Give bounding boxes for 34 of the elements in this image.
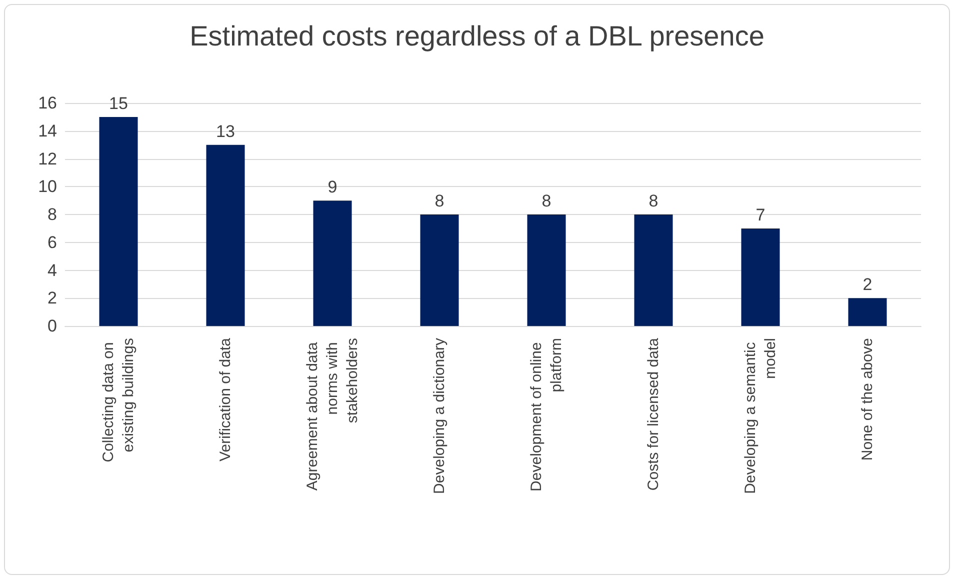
bar <box>99 116 138 326</box>
bar <box>848 298 887 326</box>
x-tick-label: Development of online platform <box>528 338 565 492</box>
x-tick-label: Collecting data on existing buildings <box>100 338 137 462</box>
data-label: 13 <box>216 122 235 141</box>
y-tick-label: 16 <box>38 94 57 112</box>
x-tick-label: Developing a semantic model <box>742 338 779 494</box>
chart-title: Estimated costs regardless of a DBL presence <box>190 20 764 52</box>
data-label: 8 <box>434 192 444 210</box>
data-label: 15 <box>109 94 128 113</box>
bar <box>741 228 780 326</box>
y-tick-label: 14 <box>38 121 57 140</box>
y-tick-label: 6 <box>48 232 57 252</box>
data-label: 9 <box>328 178 338 197</box>
bar <box>206 144 245 326</box>
x-tick-label: Developing a dictionary <box>431 338 448 494</box>
data-label: 8 <box>648 192 658 210</box>
bar <box>420 214 459 326</box>
bar <box>527 214 566 326</box>
data-label: 8 <box>542 192 552 210</box>
x-tick-label: Agreement about data norms with stakeholders <box>304 338 361 491</box>
y-tick-label: 12 <box>38 149 57 168</box>
y-tick-label: 8 <box>48 205 57 224</box>
x-tick-label: None of the above <box>859 338 876 461</box>
y-tick-label: 10 <box>38 177 57 196</box>
bar <box>313 200 352 326</box>
data-label: 7 <box>756 205 766 224</box>
y-tick-label: 4 <box>48 260 57 280</box>
bar <box>634 214 673 326</box>
y-tick-label: 0 <box>48 316 57 336</box>
x-tick-label: Verification of data <box>217 337 234 462</box>
data-label: 2 <box>862 275 872 294</box>
y-tick-label: 2 <box>48 288 57 308</box>
x-tick-label: Costs for licensed data <box>645 337 662 491</box>
